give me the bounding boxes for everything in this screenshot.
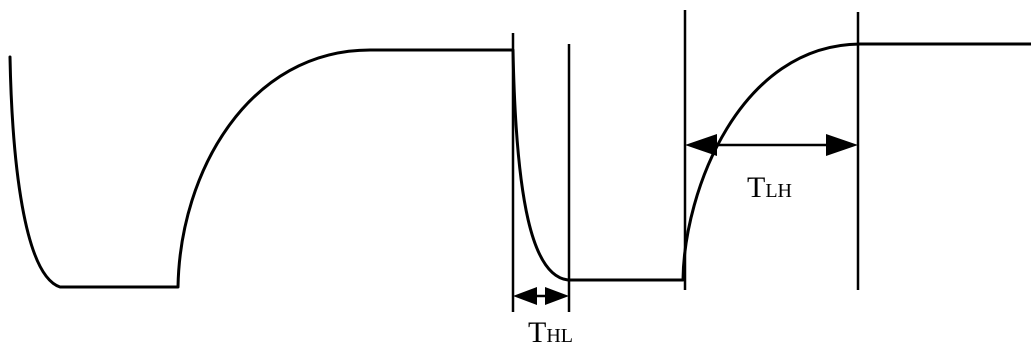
arrow-left-icon: [685, 134, 717, 156]
thl-label: THL: [528, 316, 573, 349]
arrow-right-icon: [545, 287, 569, 305]
thl-dimension-arrow: [513, 287, 569, 305]
signal-waveform: [8, 42, 1031, 289]
tlh-dimension-arrow: [685, 134, 858, 156]
arrow-left-icon: [513, 287, 537, 305]
arrow-right-icon: [826, 134, 858, 156]
tlh-label: TLH: [747, 171, 792, 204]
